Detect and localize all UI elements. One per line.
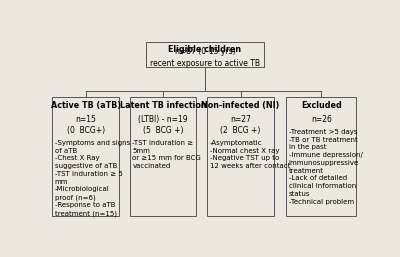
Text: -Asymptomatic
-Normal chest X ray
-Negative TST up to
12 weeks after contact: -Asymptomatic -Normal chest X ray -Negat…: [210, 140, 290, 169]
Text: n=87 (0-15 yrs)
recent exposure to active TB: n=87 (0-15 yrs) recent exposure to activ…: [150, 47, 260, 68]
Text: n=27
(2  BCG +): n=27 (2 BCG +): [220, 115, 261, 135]
Text: n=26: n=26: [311, 115, 332, 124]
Text: n=15
(0  BCG+): n=15 (0 BCG+): [66, 115, 105, 135]
FancyBboxPatch shape: [207, 97, 274, 216]
Text: Eligible children: Eligible children: [168, 45, 242, 54]
FancyBboxPatch shape: [130, 97, 196, 216]
FancyBboxPatch shape: [146, 42, 264, 67]
Text: (LTBI) - n=19
(5  BCG +): (LTBI) - n=19 (5 BCG +): [138, 115, 188, 135]
Text: Latent TB infection: Latent TB infection: [120, 101, 206, 110]
Text: -Treatment >5 days
-TB or TB treatment
in the past
-Immune depression/
immunosup: -Treatment >5 days -TB or TB treatment i…: [289, 129, 363, 205]
Text: Active TB (aTB): Active TB (aTB): [50, 101, 121, 110]
Text: Non-infected (NI): Non-infected (NI): [202, 101, 280, 110]
Text: -TST induration ≥
5mm
or ≥15 mm for BCG
vaccinated: -TST induration ≥ 5mm or ≥15 mm for BCG …: [132, 140, 201, 169]
FancyBboxPatch shape: [286, 97, 356, 216]
Text: Excluded: Excluded: [301, 101, 342, 110]
FancyBboxPatch shape: [52, 97, 119, 216]
Text: -Symptoms and signs
of aTB
-Chest X Ray
suggestive of aTB
-TST induration ≥ 5
mm: -Symptoms and signs of aTB -Chest X Ray …: [55, 140, 130, 217]
